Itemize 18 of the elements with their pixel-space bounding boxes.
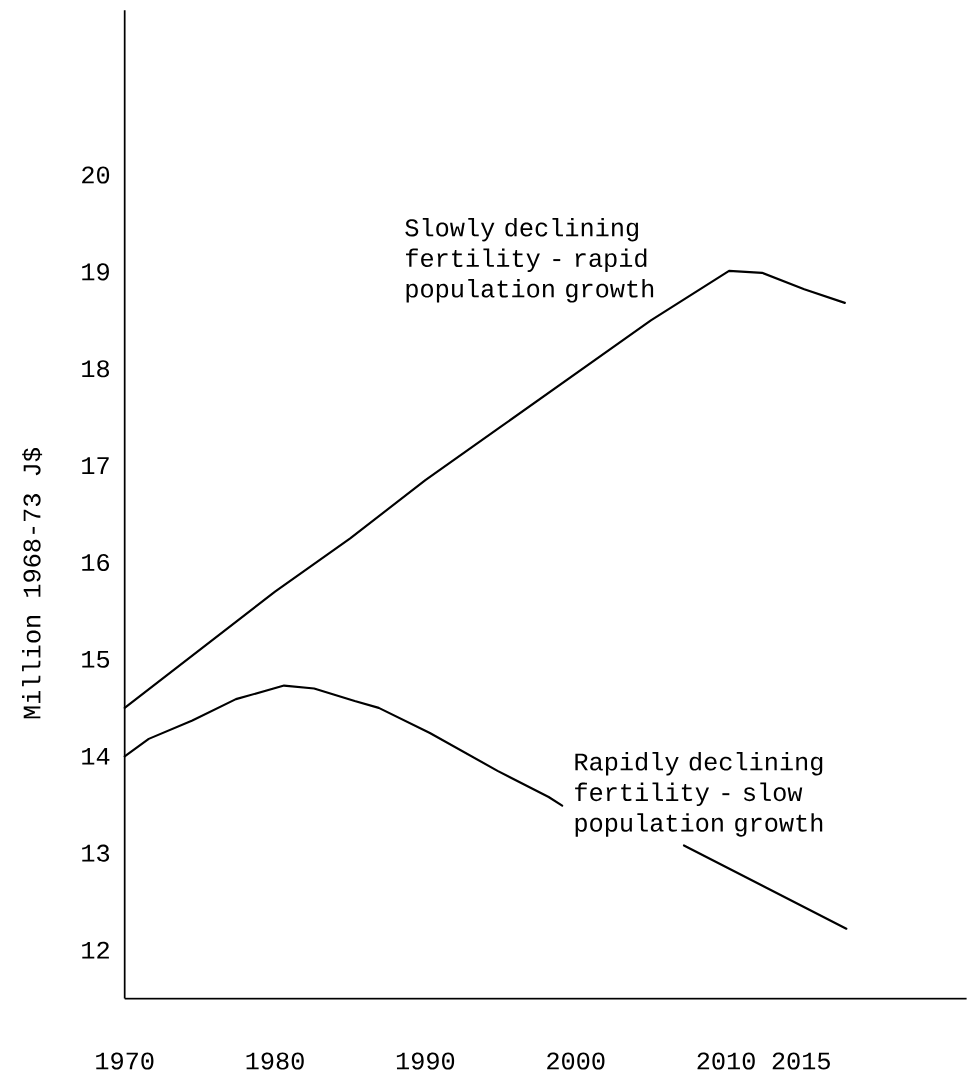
y-tick-label: 18 xyxy=(81,360,109,378)
series-label: Slowly declining fertility - rapid population growth xyxy=(405,217,653,303)
x-tick-label: 2015 xyxy=(772,1052,830,1070)
x-tick-label: 2000 xyxy=(546,1052,605,1070)
x-tick-label: 1980 xyxy=(246,1052,304,1070)
x-tick-label: 1990 xyxy=(396,1052,454,1070)
x-tick-label: 2010 xyxy=(697,1052,755,1070)
y-tick-label: 20 xyxy=(81,166,109,184)
y-tick-label: 19 xyxy=(81,263,109,281)
series-label: Rapidly declining fertility - slow population growth xyxy=(574,751,823,837)
y-tick-label: 16 xyxy=(81,553,109,572)
x-tick-label: 1970 xyxy=(95,1052,154,1070)
y-tick-label: 12 xyxy=(81,941,109,959)
y-tick-label: 14 xyxy=(81,747,110,765)
y-axis-title: Million 1968-73 J$ xyxy=(21,448,42,719)
y-tick-label: 17 xyxy=(81,457,109,474)
y-tick-label: 15 xyxy=(81,650,109,668)
y-tick-label: 13 xyxy=(81,844,109,862)
